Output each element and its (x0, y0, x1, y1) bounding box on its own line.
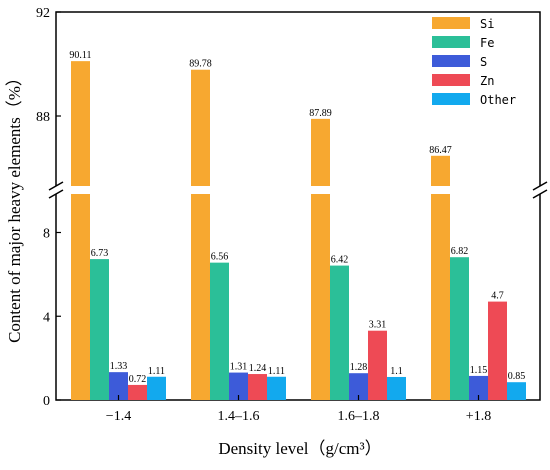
value-label-zn-3: 4.7 (491, 291, 504, 302)
y-tick-label-92: 92 (36, 6, 50, 21)
bar-s-1 (229, 372, 248, 400)
axis-break (48, 181, 548, 199)
value-label-si-1: 89.78 (189, 59, 212, 70)
data-labels: 90.11 89.78 87.89 86.47 6.73 6.56 6.42 6.82 1.33… (69, 50, 525, 385)
value-label-fe-2: 6.42 (331, 255, 349, 266)
value-label-si-3: 86.47 (429, 145, 452, 156)
value-label-zn-0: 0.72 (129, 374, 147, 385)
x-tick-label-3: +1.8 (466, 409, 491, 424)
value-label-other-0: 1.11 (148, 366, 165, 377)
bar-fe-0 (90, 259, 109, 400)
value-label-other-2: 1.1 (390, 366, 403, 377)
bar-s-0 (109, 372, 128, 400)
y-axis-title: Content of major heavy elements（%） (5, 69, 24, 343)
legend-label-zn: Zn (480, 74, 494, 88)
bar-fe-3 (450, 257, 469, 400)
bar-s-3 (469, 375, 488, 400)
break-mark-left-0 (48, 181, 64, 191)
bars (71, 61, 526, 401)
x-tick-label-2: 1.6–1.8 (338, 409, 380, 424)
bar-fe-2 (330, 265, 349, 400)
value-label-fe-3: 6.82 (451, 246, 469, 257)
legend: Si Fe S Zn Other (432, 17, 516, 107)
x-axis-title: Density level（g/cm³） (218, 439, 381, 458)
bar-si-1 (191, 69, 210, 400)
y-tick-label-8: 8 (43, 227, 50, 242)
y-tick-label-88: 88 (36, 110, 50, 125)
x-tick-label-0: −1.4 (106, 409, 131, 424)
bar-si-0 (71, 61, 90, 400)
bar-zn-0 (128, 384, 147, 400)
legend-swatch-s (432, 55, 470, 67)
value-label-fe-0: 6.73 (91, 248, 109, 259)
value-label-other-3: 0.85 (508, 371, 526, 382)
value-label-s-1: 1.31 (230, 362, 248, 373)
legend-swatch-si (432, 17, 470, 29)
break-mark-right-0 (532, 181, 548, 191)
bar-fe-1 (210, 262, 229, 400)
value-label-other-1: 1.11 (268, 366, 285, 377)
bar-zn-2 (368, 330, 387, 400)
y-tick-label-0: 0 (43, 394, 50, 409)
legend-label-fe: Fe (480, 36, 494, 50)
value-label-si-0: 90.11 (69, 50, 91, 61)
value-label-zn-2: 3.31 (369, 320, 387, 331)
legend-swatch-fe (432, 36, 470, 48)
value-label-s-3: 1.15 (470, 365, 488, 376)
bar-other-3 (507, 382, 526, 400)
bar-s-2 (349, 373, 368, 400)
legend-label-s: S (480, 55, 487, 69)
break-mark-left-1 (48, 189, 64, 199)
x-axis-ticks: −1.4 1.4–1.6 1.6–1.8 +1.8 (106, 395, 491, 424)
bar-other-0 (147, 376, 166, 400)
bar-si-3 (431, 155, 450, 400)
x-tick-label-1: 1.4–1.6 (218, 409, 260, 424)
break-mark-right-1 (532, 189, 548, 199)
value-label-s-0: 1.33 (110, 361, 128, 372)
bar-zn-3 (488, 301, 507, 400)
y-tick-label-4: 4 (43, 310, 50, 325)
bar-si-2 (311, 118, 330, 401)
value-label-si-2: 87.89 (309, 108, 332, 119)
value-label-s-2: 1.28 (350, 362, 368, 373)
legend-swatch-zn (432, 74, 470, 86)
bar-other-1 (267, 376, 286, 400)
bar-zn-1 (248, 374, 267, 400)
break-gap (48, 186, 548, 194)
legend-label-other: Other (480, 93, 516, 107)
legend-swatch-other (432, 93, 470, 105)
value-label-fe-1: 6.56 (211, 252, 229, 263)
bar-other-2 (387, 376, 406, 400)
plot-frame (55, 11, 541, 401)
value-label-zn-1: 1.24 (249, 363, 267, 374)
legend-label-si: Si (480, 17, 494, 31)
